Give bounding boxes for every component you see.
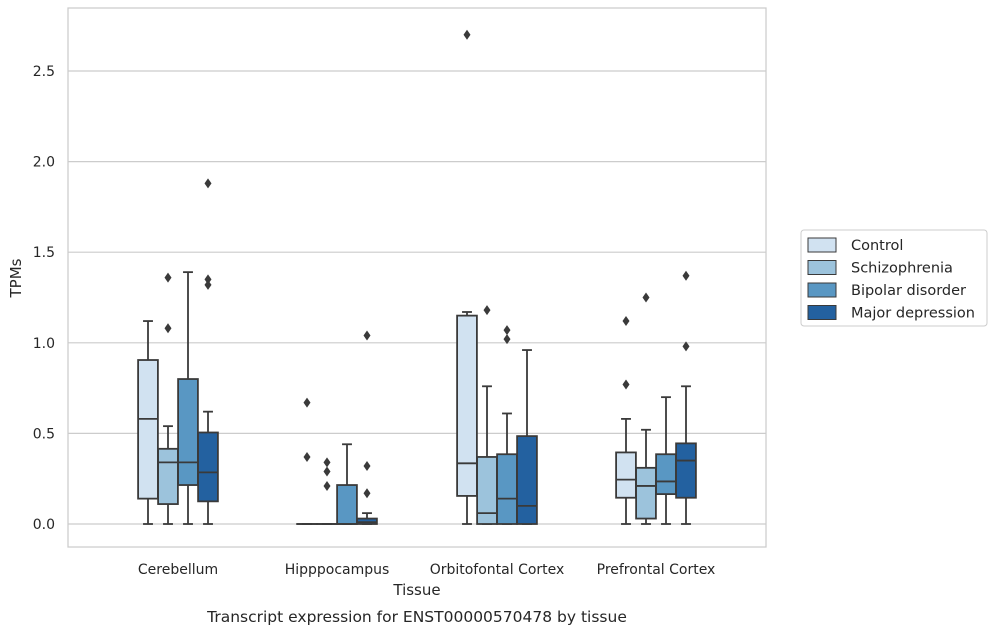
y-tick-label: 0.0 (33, 517, 55, 533)
outlier-point (682, 270, 690, 281)
outlier-point (164, 323, 172, 334)
y-tick-label: 2.0 (33, 155, 55, 171)
outlier-point (483, 305, 491, 316)
box-major-depression (356, 330, 378, 525)
boxes (137, 29, 697, 525)
x-tick-label: Hipppocampus (285, 562, 390, 578)
outlier-point (323, 480, 331, 491)
outlier-point (204, 178, 212, 189)
box-body (137, 359, 159, 500)
outlier-point (323, 457, 331, 468)
box-control (615, 316, 637, 525)
x-tick-label: Prefrontal Cortex (597, 562, 716, 578)
outlier-point (303, 397, 311, 408)
box-schizophrenia (157, 272, 179, 525)
outlier-point (503, 334, 511, 345)
box-body (197, 431, 219, 503)
x-tick-label: Orbitofontal Cortex (430, 562, 565, 578)
box-body (456, 314, 478, 497)
outlier-point (642, 292, 650, 303)
box-major-depression (197, 178, 219, 525)
y-tick-label: 1.5 (33, 245, 55, 261)
outlier-point (323, 466, 331, 477)
box-bipolar-disorder (496, 325, 518, 525)
box-control (456, 29, 478, 525)
box-body (336, 484, 358, 525)
box-body (177, 378, 199, 486)
box-control (137, 320, 159, 525)
legend-label: Bipolar disorder (851, 283, 966, 299)
legend-swatch (807, 305, 837, 320)
box-body (675, 442, 697, 499)
outlier-point (303, 451, 311, 462)
box-body (356, 517, 378, 525)
box-body (635, 466, 657, 520)
legend-swatch (807, 260, 837, 275)
box-body (516, 435, 538, 525)
outlier-point (682, 341, 690, 352)
outlier-point (463, 29, 471, 40)
legend: Control Schizophrenia Bipolar disorder Majo… (800, 229, 988, 327)
outlier-point (363, 330, 371, 341)
outlier-point (363, 461, 371, 472)
plot-frame (67, 7, 767, 548)
y-tick-label: 2.5 (33, 64, 55, 80)
x-tick-label: Cerebellum (138, 562, 218, 578)
y-axis-title: TPMs (7, 258, 25, 298)
legend-label: Control (851, 238, 903, 254)
outlier-point (204, 274, 212, 285)
legend-label: Schizophrenia (851, 261, 953, 277)
box-body (655, 453, 677, 496)
box-body (157, 447, 179, 505)
outlier-point (164, 272, 172, 283)
legend-frame (800, 229, 988, 327)
outlier-point (622, 316, 630, 327)
box-control (296, 397, 318, 525)
outlier-point (204, 279, 212, 290)
outlier-point (503, 325, 511, 336)
x-axis-title: Tissue (392, 581, 440, 599)
box-body (496, 453, 518, 525)
box-body (615, 451, 637, 499)
outlier-point (622, 379, 630, 390)
y-tick-label: 0.5 (33, 426, 55, 442)
box-major-depression (675, 270, 697, 525)
box-major-depression (516, 349, 538, 525)
box-bipolar-disorder (336, 443, 358, 525)
legend-swatch (807, 237, 837, 253)
chart-caption: Transcript expression for ENST0000057047… (206, 608, 627, 626)
legend-label: Major depression (851, 306, 975, 322)
y-tick-label: 1.0 (33, 336, 55, 352)
outlier-point (363, 488, 371, 499)
legend-swatch (807, 282, 837, 298)
box-schizophrenia (476, 305, 498, 525)
x-tick-labels: Cerebellum Hipppocampus Orbitofontal Corte… (138, 562, 715, 578)
y-tick-labels: 0.0 0.5 1.0 1.5 2.0 2.5 (33, 64, 55, 533)
